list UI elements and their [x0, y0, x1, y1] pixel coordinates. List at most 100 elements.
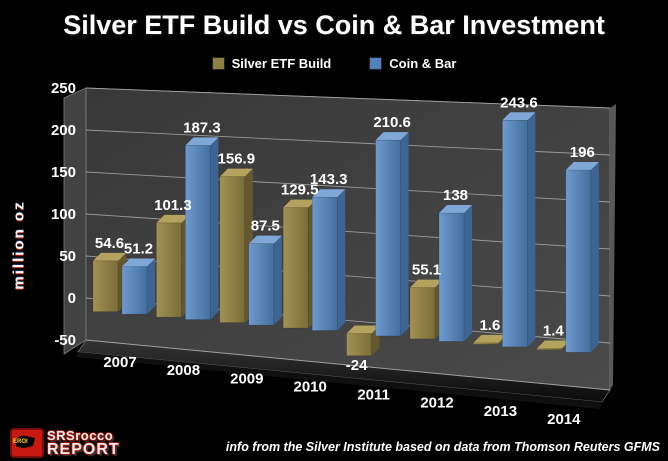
bar-front-face [536, 348, 563, 351]
bar-front-face [438, 212, 465, 342]
bar-front-face [121, 266, 148, 315]
bar-front-face [92, 260, 119, 312]
bar-top-face [473, 334, 507, 343]
bar-silver-etf-2012 [409, 279, 443, 340]
value-label-silver-etf-2008: 101.3 [154, 197, 192, 214]
bar-coin-bar-2007 [121, 258, 155, 315]
bar-coin-bar-2010 [311, 189, 346, 331]
bar-top-face [536, 340, 570, 349]
logo-report-text: REPORT [47, 440, 120, 458]
value-label-coin-bar-2009: 87.5 [251, 218, 280, 235]
y-tick-label-150: 150 [51, 164, 76, 181]
y-tick-label-200: 200 [51, 122, 76, 139]
chart-title: Silver ETF Build vs Coin & Bar Investmen… [63, 10, 605, 40]
x-axis-label-2010: 2010 [294, 378, 327, 395]
value-label-silver-etf-2007: 54.6 [95, 235, 124, 252]
bar-side-face [273, 235, 282, 326]
bar-top-face [283, 199, 317, 208]
legend-swatch-coin-bar [369, 57, 383, 70]
y-tick-label--50: -50 [54, 332, 76, 349]
bar-coin-bar-2012 [438, 205, 472, 342]
x-axis-label-2009: 2009 [230, 370, 263, 387]
bar-top-face [312, 189, 346, 198]
bar-front-face [248, 243, 275, 326]
x-axis-label-2007: 2007 [103, 354, 136, 371]
bar-top-face [122, 258, 155, 267]
value-label-silver-etf-2013: 1.6 [479, 317, 500, 334]
logo-badge-text: EROI [13, 439, 28, 445]
legend: Silver ETF Build Coin & Bar [0, 56, 668, 71]
bar-coin-bar-2014 [565, 161, 599, 353]
bar-side-face [464, 205, 472, 342]
bar-silver-etf-2008 [156, 214, 190, 318]
bar-side-face [210, 137, 219, 320]
bar-top-face [439, 205, 472, 214]
bar-top-face [375, 132, 409, 141]
value-label-silver-etf-2011: -24 [346, 357, 368, 374]
bar-coin-bar-2008 [185, 137, 219, 320]
legend-label-coin-bar: Coin & Bar [389, 56, 457, 71]
value-label-silver-etf-2014: 1.4 [543, 322, 565, 339]
bar-front-face [565, 169, 592, 353]
y-tick-label-250: 250 [51, 80, 76, 97]
x-axis-label-2013: 2013 [484, 403, 517, 420]
bar-top-face [185, 137, 219, 146]
logo-text: SRSrocco REPORT [47, 429, 120, 458]
logo-srsrocco-text: SRSrocco [47, 427, 114, 443]
chart-wall-edge [610, 104, 616, 390]
bar-top-face [410, 279, 443, 288]
bar-coin-bar-2011 [375, 132, 409, 337]
x-axis-label-2008: 2008 [167, 362, 200, 379]
bar-front-face [346, 333, 372, 357]
value-label-coin-bar-2012: 138 [443, 187, 468, 204]
bar-front-face [502, 120, 528, 348]
value-label-coin-bar-2014: 196 [570, 144, 595, 161]
bar-silver-etf-2010 [282, 199, 317, 329]
bar-side-face [400, 132, 409, 336]
y-tick-label-0: 0 [68, 290, 76, 307]
x-axis-label-2011: 2011 [357, 387, 390, 404]
bar-front-face [185, 145, 211, 320]
bar-front-face [156, 222, 182, 318]
value-label-coin-bar-2008: 187.3 [183, 119, 221, 136]
y-tick-label-100: 100 [51, 206, 76, 223]
legend-item-silver-etf: Silver ETF Build [211, 56, 332, 71]
bar-top-face [219, 168, 253, 177]
bar-front-face [282, 207, 309, 329]
bar-top-face [565, 161, 599, 170]
bar-side-face [590, 161, 599, 353]
bar-side-face [337, 189, 346, 331]
x-axis-label-2014: 2014 [547, 411, 581, 428]
value-label-silver-etf-2012: 55.1 [412, 262, 441, 279]
legend-label-silver-etf: Silver ETF Build [231, 56, 332, 71]
legend-item-coin-bar: Coin & Bar [369, 56, 456, 71]
logo-map-silhouette-icon [15, 435, 35, 448]
source-caption: info from the Silver Institute based on … [225, 440, 660, 454]
bar-top-face [502, 112, 536, 121]
bar-coin-bar-2013 [502, 112, 536, 348]
bar-top-face [156, 214, 190, 223]
value-label-silver-etf-2009: 156.9 [218, 151, 256, 168]
bar-silver-etf-2011 [346, 325, 380, 357]
y-tick-label-50: 50 [59, 248, 76, 265]
logo-eroi-badge: EROI [10, 428, 44, 458]
legend-swatch-silver-etf [211, 57, 225, 70]
bar-front-face [219, 176, 246, 323]
bar-front-face [311, 196, 338, 331]
y-axis-title: million oz [10, 200, 28, 290]
chart-floor-edge [76, 352, 602, 409]
bar-front-face [409, 287, 436, 340]
logo: EROI SRSrocco REPORT [10, 428, 120, 458]
value-label-silver-etf-2010: 129.5 [281, 182, 319, 199]
bar-silver-etf-2007 [92, 252, 126, 312]
bar-front-face [473, 342, 499, 345]
value-label-coin-bar-2011: 210.6 [373, 114, 411, 131]
bar-front-face [375, 139, 401, 337]
value-label-coin-bar-2010: 143.3 [310, 171, 348, 188]
bar-silver-etf-2009 [219, 168, 253, 323]
gridline-250 [85, 87, 611, 109]
bar-side-face [147, 258, 155, 315]
bar-top-face [93, 252, 126, 261]
